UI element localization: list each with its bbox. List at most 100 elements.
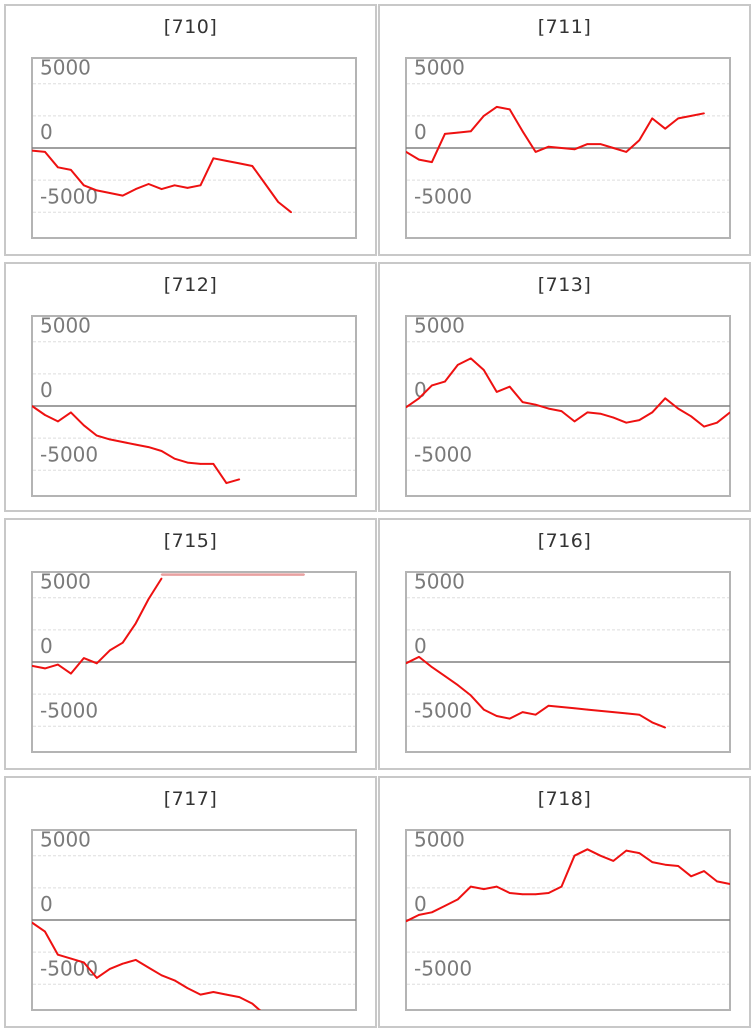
data-point xyxy=(508,385,511,388)
chart-title: [711] xyxy=(537,16,592,38)
data-point xyxy=(638,852,641,854)
chart-panel-711: [711] 5000 0 -5000 xyxy=(378,4,751,256)
data-point xyxy=(677,117,679,120)
data-point xyxy=(303,573,305,576)
data-point xyxy=(677,865,679,867)
y-tick-label: 5000 xyxy=(414,828,465,852)
series-line xyxy=(32,405,241,485)
data-point xyxy=(147,598,150,600)
y-tick-label: 5000 xyxy=(414,314,465,338)
data-point xyxy=(70,169,72,171)
y-tick-label: -5000 xyxy=(40,442,98,466)
data-point xyxy=(418,397,420,400)
data-point xyxy=(470,130,472,133)
chart-title: [718] xyxy=(537,788,592,810)
data-point xyxy=(406,151,407,153)
data-point xyxy=(225,993,228,996)
data-point xyxy=(547,145,550,148)
series-line xyxy=(160,573,305,576)
data-point xyxy=(625,712,628,715)
data-point xyxy=(418,158,420,161)
line-chart-710: 5000 0 -5000 xyxy=(31,56,357,239)
data-point xyxy=(147,446,150,448)
data-point xyxy=(651,117,654,120)
data-point xyxy=(457,131,459,134)
data-point xyxy=(108,968,111,970)
data-point xyxy=(664,863,666,866)
data-point xyxy=(703,425,705,428)
y-tick-label: -5000 xyxy=(414,442,472,466)
data-point xyxy=(534,893,537,896)
line-chart-715: 5000 0 -5000 xyxy=(31,570,357,753)
data-point xyxy=(690,875,692,878)
y-tick-label: 0 xyxy=(414,634,427,658)
line-chart-716: 5000 0 -5000 xyxy=(405,570,731,753)
data-point xyxy=(147,966,150,969)
y-tick-label: 0 xyxy=(40,120,53,144)
data-point xyxy=(277,201,280,203)
data-point xyxy=(586,143,589,145)
data-point xyxy=(470,694,472,697)
data-point xyxy=(482,115,485,117)
data-point xyxy=(57,663,59,666)
data-point xyxy=(573,420,576,423)
data-point xyxy=(495,391,498,393)
data-point xyxy=(70,672,72,675)
series-line xyxy=(406,848,730,923)
data-point xyxy=(547,892,550,894)
data-point xyxy=(534,403,537,406)
data-point xyxy=(186,573,189,576)
data-point xyxy=(406,920,407,923)
data-point xyxy=(664,397,666,400)
data-point xyxy=(160,577,163,580)
line-chart-711: 5000 0 -5000 xyxy=(405,56,731,239)
data-point xyxy=(134,443,137,446)
data-point xyxy=(586,708,589,711)
data-point xyxy=(716,880,718,883)
chart-panel-712: [712] 5000 0 -5000 xyxy=(4,262,377,512)
y-tick-label: 5000 xyxy=(40,56,91,80)
data-point xyxy=(121,441,124,443)
data-point xyxy=(612,860,615,862)
data-point xyxy=(521,130,524,133)
data-point xyxy=(277,573,280,576)
data-point xyxy=(495,885,498,888)
data-point xyxy=(44,930,46,933)
data-point xyxy=(651,411,654,414)
series-line xyxy=(406,357,730,428)
data-point xyxy=(547,704,550,707)
line-chart-718: 5000 0 -5000 xyxy=(405,828,731,1011)
data-point xyxy=(690,115,692,117)
data-point xyxy=(147,183,150,185)
series-line xyxy=(406,655,666,729)
data-point xyxy=(625,849,628,852)
data-point xyxy=(134,188,137,190)
data-point xyxy=(457,364,459,366)
data-point xyxy=(664,127,666,130)
data-point xyxy=(534,713,537,716)
data-point xyxy=(108,192,111,194)
y-tick-label: 0 xyxy=(414,378,427,402)
data-point xyxy=(482,708,485,711)
y-tick-label: -5000 xyxy=(40,184,98,208)
y-tick-label: 5000 xyxy=(414,56,465,80)
data-point xyxy=(457,898,459,901)
data-point xyxy=(508,717,511,720)
data-point xyxy=(225,573,228,576)
data-point xyxy=(638,419,641,421)
data-point xyxy=(212,157,215,160)
data-point xyxy=(186,187,189,189)
data-point xyxy=(625,421,628,424)
data-point xyxy=(238,996,241,998)
y-tick-label: -5000 xyxy=(414,956,472,980)
data-point xyxy=(431,666,433,668)
data-point xyxy=(238,162,241,165)
data-point xyxy=(418,656,420,658)
data-point xyxy=(586,848,589,851)
data-point xyxy=(160,974,163,977)
series-line xyxy=(32,921,262,1010)
data-point xyxy=(431,911,433,914)
data-point xyxy=(290,573,293,576)
data-point xyxy=(534,151,537,153)
data-point xyxy=(173,457,176,460)
